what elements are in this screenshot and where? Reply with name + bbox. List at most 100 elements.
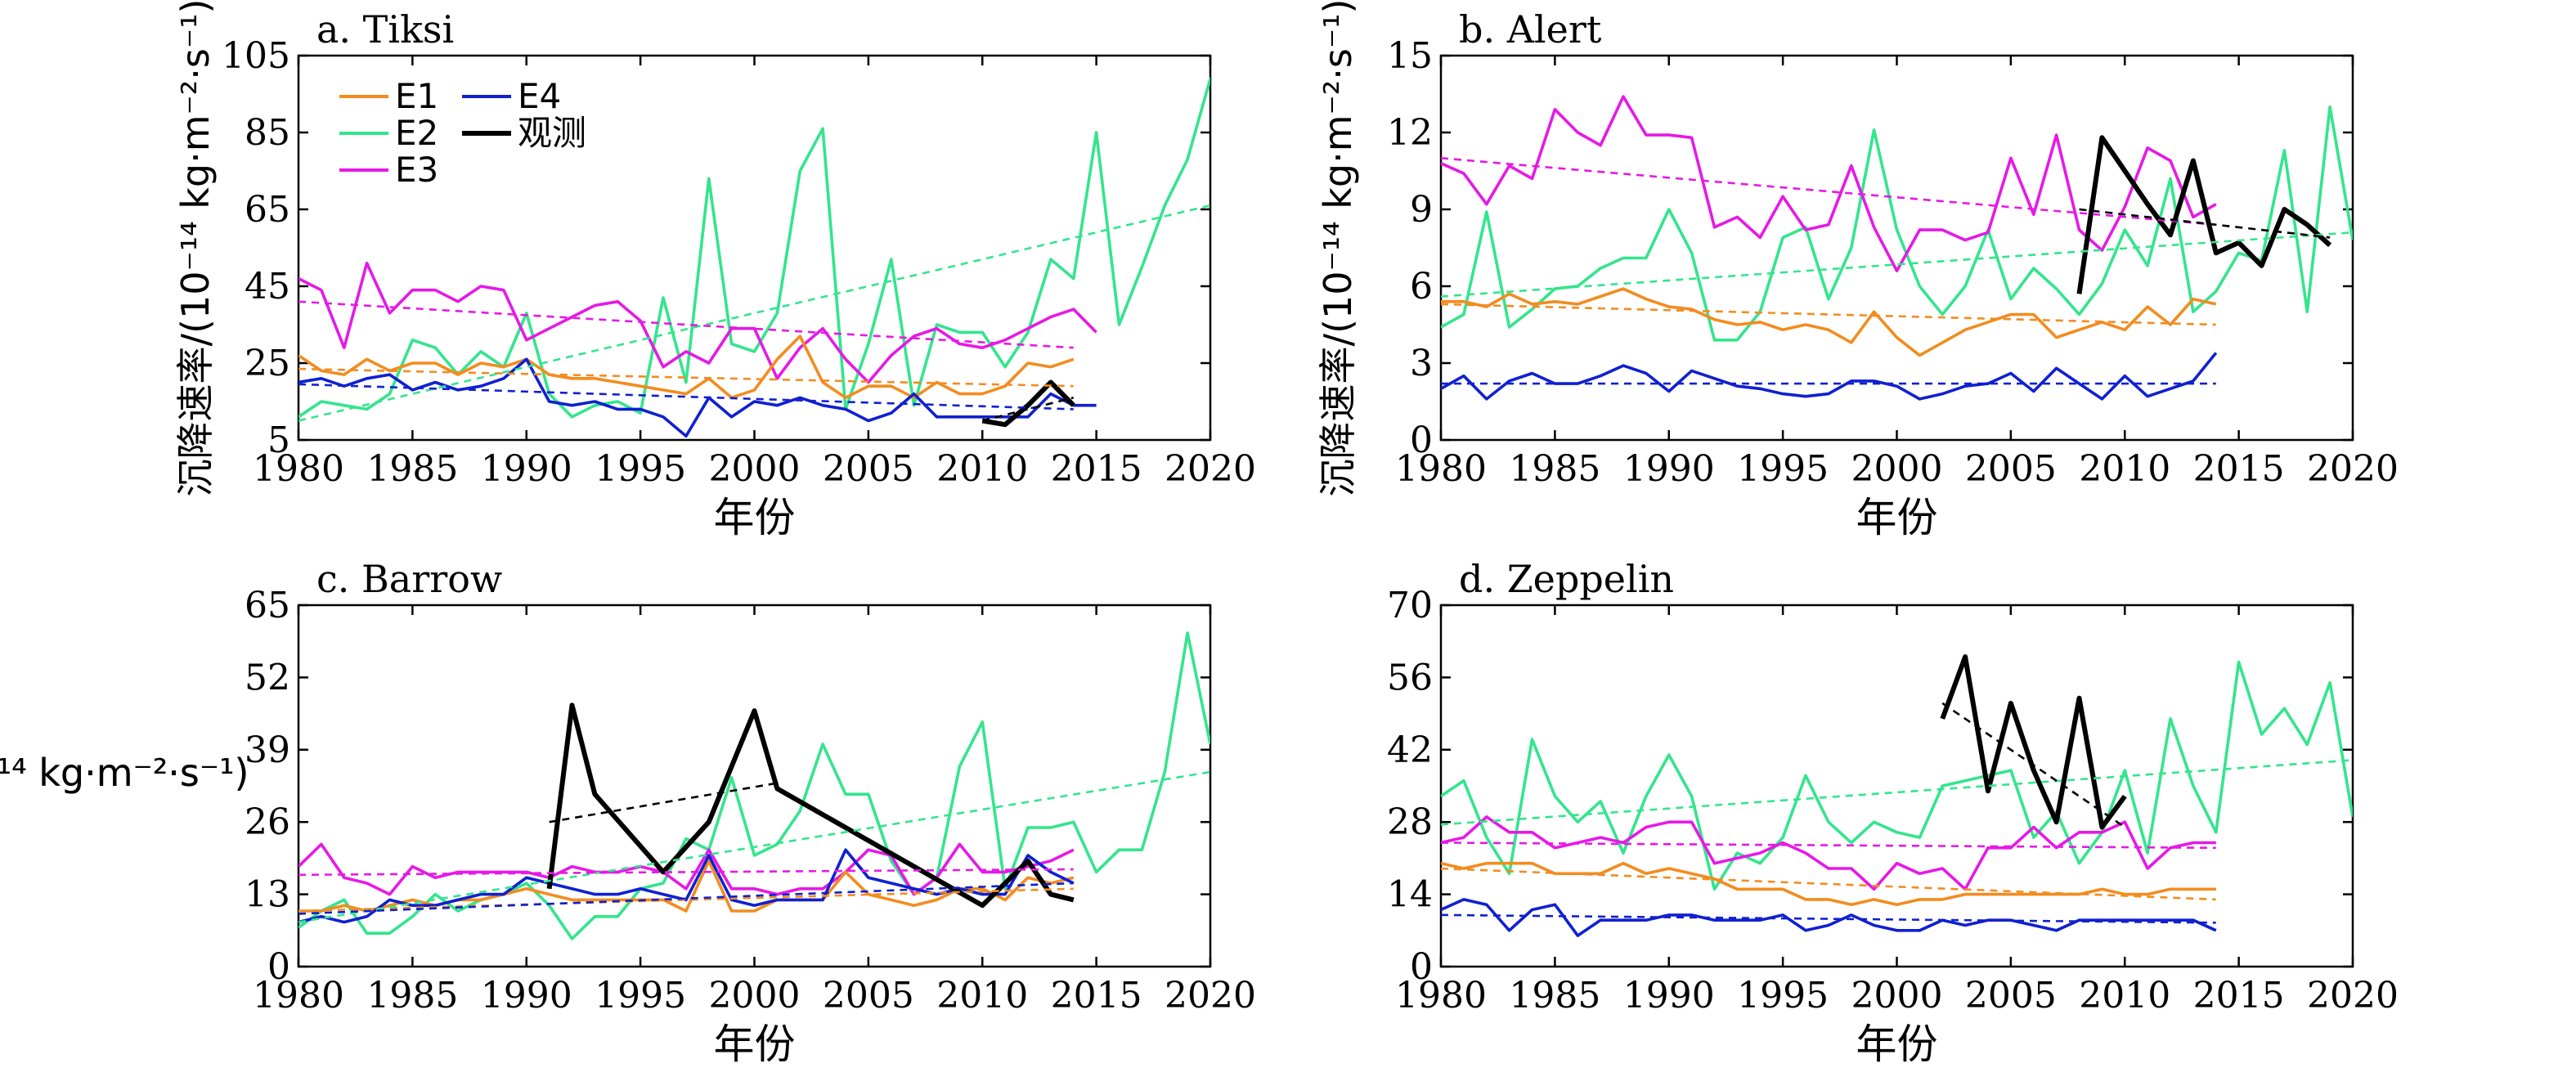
x-axis-label: 年份 [1856,1021,1938,1068]
y-tick-label: 85 [245,112,290,154]
y-tick-label: 15 [1387,35,1433,77]
x-tick-label: 2010 [936,975,1028,1016]
plot-frame [1439,604,2354,968]
y-tick-label: 56 [1387,657,1433,698]
y-tick-label: 0 [267,946,290,988]
series-line-obs [981,379,1075,428]
x-tick-label: 1995 [1737,448,1829,490]
x-axis-label: 年份 [714,494,796,541]
series-line-e4 [1441,352,2218,401]
series-line-e1 [1441,287,2217,357]
y-tick-label: 39 [245,729,290,771]
y-tick-label: 42 [1387,729,1433,771]
series-line-e2 [1441,660,2353,891]
legend-label: E1 [395,76,438,116]
x-tick-label: 1985 [366,975,458,1016]
chart-panel-4: 1980 1985 1990 1995 2000 2005 2010 2015 2020 0 14 2… [0,557,2399,1068]
chart-panel-2: 1980 1985 1990 1995 2000 2005 2010 2015 2020 0 3 6 9… [1316,0,2399,541]
trend-line-e4 [1441,913,2216,924]
series-line-e3 [298,842,1075,896]
y-tick-label: 0 [1410,420,1433,461]
x-tick-label: 2015 [2193,448,2285,490]
trend-line-e3 [1441,841,2216,850]
x-tick-label: 2005 [1965,975,2057,1016]
x-tick-label: 1985 [1509,975,1600,1016]
x-tick-label: 2020 [1165,448,1256,490]
y-tick-label: 9 [1410,189,1433,231]
y-tick-label: 25 [245,343,290,384]
trend-line-e3 [298,300,1074,349]
y-tick-label: 52 [245,657,290,698]
x-tick-label: 2020 [1165,975,1256,1016]
series-line-e2 [298,77,1210,419]
x-tick-label: 2010 [2079,448,2170,490]
panel-title: a. Tiksi [316,7,454,52]
y-tick-label: 28 [1387,801,1433,843]
y-tick-label: 6 [1410,266,1433,307]
x-tick-label: 2020 [2307,975,2399,1016]
series-line-obs [546,702,1075,909]
trend-line-e1 [298,887,1074,913]
x-tick-label: 2000 [1851,975,1943,1016]
x-tick-label: 2000 [709,448,801,490]
trend-line-e4 [298,882,1074,915]
trend-line-obs [2079,208,2331,239]
trend-line-obs [981,397,1075,422]
y-axis-label: 沉降速率/(10⁻¹⁴ kg·m⁻²·s⁻¹) [173,0,218,497]
series-line-e1 [298,334,1075,400]
panel-title: c. Barrow [316,557,502,601]
x-tick-label: 2000 [1851,448,1943,490]
x-tick-label: 1985 [366,448,458,490]
x-tick-label: 1995 [595,975,686,1016]
legend-label: E3 [395,150,438,190]
x-tick-label: 1990 [481,975,572,1016]
series-line-e4 [298,357,1097,438]
x-tick-label: 2005 [823,975,914,1016]
y-tick-label: 0 [1410,946,1433,988]
trend-line-e1 [298,367,1074,388]
series-line-e2 [298,631,1210,940]
panel-title: b. Alert [1459,7,1602,52]
x-tick-label: 2015 [1051,448,1142,490]
x-axis-label: 年份 [714,1021,796,1068]
legend: E1 E4 E2 观测 E3 [339,76,586,190]
legend-label: E4 [518,76,561,116]
series-line-e1 [1441,861,2216,906]
series-line-e2 [1441,105,2353,342]
trend-line-e3 [298,868,1074,877]
x-tick-label: 1980 [253,448,344,490]
trend-line-obs [1941,702,2125,828]
series-line-e4 [1441,898,2217,937]
trend-line-e1 [1441,303,2216,326]
series-line-e1 [298,859,1075,913]
y-tick-label: 45 [245,266,290,307]
series-line-e3 [1441,95,2217,273]
x-tick-label: 2020 [2307,448,2399,490]
x-tick-label: 1990 [481,448,572,490]
trend-line-e2 [1441,231,2353,298]
x-tick-label: 1980 [1395,448,1487,490]
y-tick-label: 13 [245,874,290,916]
y-tick-label: 5 [267,420,290,461]
y-tick-label: 65 [245,189,290,231]
trend-line-e4 [298,383,1074,411]
x-axis-label: 年份 [1856,494,1938,541]
trend-line-e2 [298,770,1210,923]
y-tick-label: 26 [245,801,290,843]
y-axis-label: 沉降速率/(10⁻¹⁴ kg·m⁻²·s⁻¹) [0,751,249,795]
panel-title: d. Zeppelin [1459,557,1674,601]
series-line-obs [1940,654,2127,830]
x-tick-label: 2010 [936,448,1028,490]
y-tick-label: 65 [245,585,290,626]
series-line-e3 [1441,815,2216,891]
trend-line-e3 [1441,157,2216,227]
x-tick-label: 2005 [823,448,914,490]
legend-label: 观测 [518,113,586,153]
x-tick-label: 2005 [1965,448,2057,490]
x-tick-label: 1995 [595,448,686,490]
series-line-e3 [298,261,1097,384]
y-tick-label: 3 [1410,343,1433,384]
chart-panel-3: 1980 1985 1990 1995 2000 2005 2010 2015 2020 0 13 2… [0,557,1256,1068]
x-tick-label: 1985 [1509,448,1600,490]
